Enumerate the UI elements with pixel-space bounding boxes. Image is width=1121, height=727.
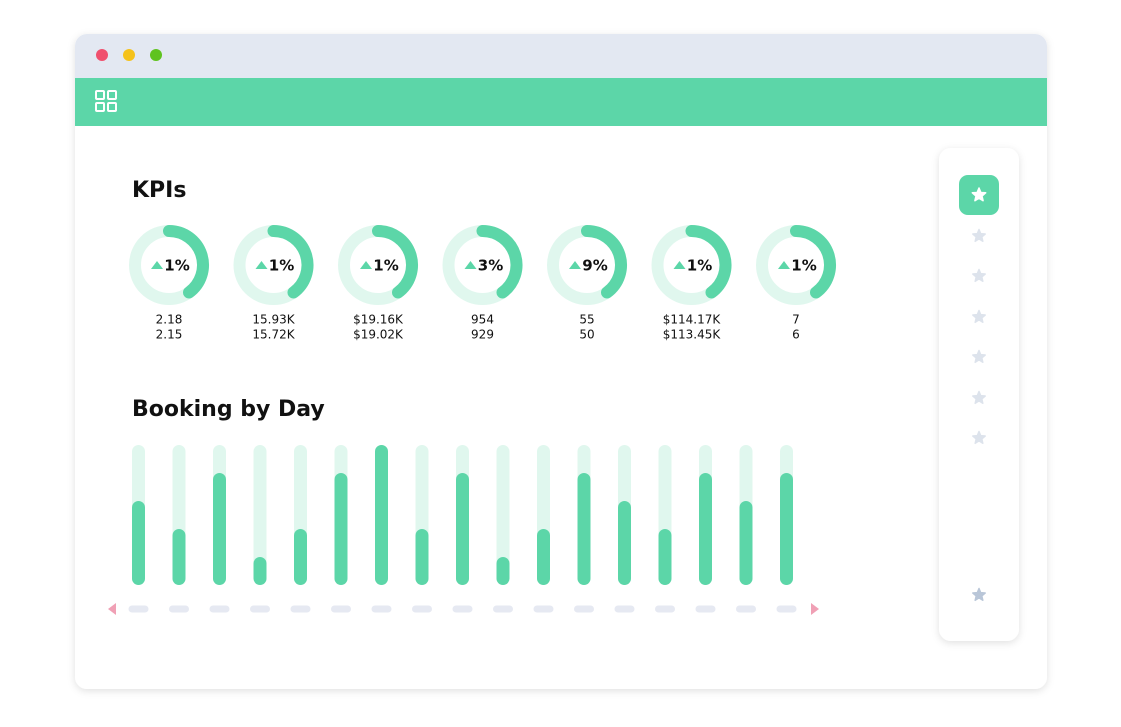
up-triangle <box>569 261 581 269</box>
up-triangle <box>778 261 790 269</box>
kpi-change: 1% <box>164 257 189 275</box>
bar <box>618 501 631 585</box>
day-pill <box>250 605 270 613</box>
kpi-previous: 50 <box>579 328 594 342</box>
day-pill <box>331 605 351 613</box>
day-pill <box>371 605 392 613</box>
kpi-change: 1% <box>269 257 294 275</box>
bar <box>213 473 226 585</box>
close-dot[interactable] <box>96 49 108 61</box>
bar-track <box>496 445 510 585</box>
day-pill <box>290 605 311 613</box>
donut-arc <box>476 225 523 299</box>
day-pill <box>128 605 149 613</box>
bar <box>739 501 753 585</box>
up-triangle <box>255 261 268 269</box>
kpi-previous: 6 <box>792 328 800 342</box>
donut-arc <box>267 225 314 299</box>
bar <box>577 473 591 585</box>
star-icon[interactable] <box>972 228 986 243</box>
prev-arrow[interactable] <box>108 603 116 615</box>
day-pill <box>695 605 716 613</box>
bar <box>294 529 307 585</box>
chart-title: Booking by Day <box>132 397 325 422</box>
day-pill <box>209 605 230 613</box>
up-triangle <box>151 261 163 269</box>
star-icon[interactable] <box>972 268 986 283</box>
kpi-previous: 15.72K <box>252 328 295 342</box>
kpi-current: $19.16K <box>353 313 404 327</box>
up-triangle <box>360 261 372 269</box>
star-icon[interactable] <box>972 430 986 445</box>
bar <box>172 529 186 585</box>
bar <box>537 529 550 585</box>
donut-arc <box>790 225 836 299</box>
kpi-change: 9% <box>582 257 607 275</box>
donut-arc <box>163 225 209 299</box>
bar-track <box>253 445 267 585</box>
kpi-change: 1% <box>791 257 816 275</box>
star-icon[interactable] <box>972 309 986 324</box>
kpi-previous: $113.45K <box>663 328 722 342</box>
bar <box>780 473 793 585</box>
minimize-dot[interactable] <box>123 49 135 61</box>
up-triangle <box>673 261 686 269</box>
day-pill <box>169 605 189 613</box>
kpi-current: $114.17K <box>663 313 722 327</box>
bar <box>415 529 429 585</box>
bar <box>496 557 510 585</box>
up-triangle <box>464 261 477 269</box>
day-pill <box>493 605 513 613</box>
header <box>75 78 1047 126</box>
day-pill <box>736 605 756 613</box>
kpi-change: 1% <box>373 257 398 275</box>
bar <box>334 473 348 585</box>
day-pill <box>776 605 797 613</box>
kpi-current: 15.93K <box>252 313 295 327</box>
donut-arc <box>581 225 627 299</box>
kpi-title: KPIs <box>132 178 186 203</box>
grid-icon[interactable] <box>95 90 117 112</box>
star-icon[interactable] <box>972 587 986 602</box>
kpi-previous: $19.02K <box>353 328 404 342</box>
kpi-previous: 929 <box>471 328 494 342</box>
kpi-change: 1% <box>687 257 712 275</box>
bar <box>132 501 145 585</box>
day-pill <box>412 605 432 613</box>
kpi-current: 2.18 <box>156 313 183 327</box>
star-icon[interactable] <box>972 390 986 405</box>
day-pill <box>452 605 473 613</box>
bar <box>375 445 388 585</box>
donut-arc <box>685 225 732 299</box>
day-pill <box>614 605 635 613</box>
next-arrow[interactable] <box>811 603 819 615</box>
day-pill <box>533 605 554 613</box>
title-bar <box>75 34 1047 78</box>
donut-arc <box>372 225 418 299</box>
bar <box>456 473 469 585</box>
star-icon[interactable] <box>972 349 986 364</box>
kpi-current: 55 <box>579 313 594 327</box>
kpi-current: 7 <box>792 313 800 327</box>
bar <box>253 557 267 585</box>
day-pill <box>574 605 594 613</box>
kpi-change: 3% <box>478 257 503 275</box>
kpi-current: 954 <box>471 313 494 327</box>
star-icon[interactable] <box>971 187 987 202</box>
bar <box>658 529 672 585</box>
kpi-previous: 2.15 <box>156 328 183 342</box>
day-pill <box>655 605 675 613</box>
window <box>75 34 1047 689</box>
bar <box>699 473 712 585</box>
maximize-dot[interactable] <box>150 49 162 61</box>
